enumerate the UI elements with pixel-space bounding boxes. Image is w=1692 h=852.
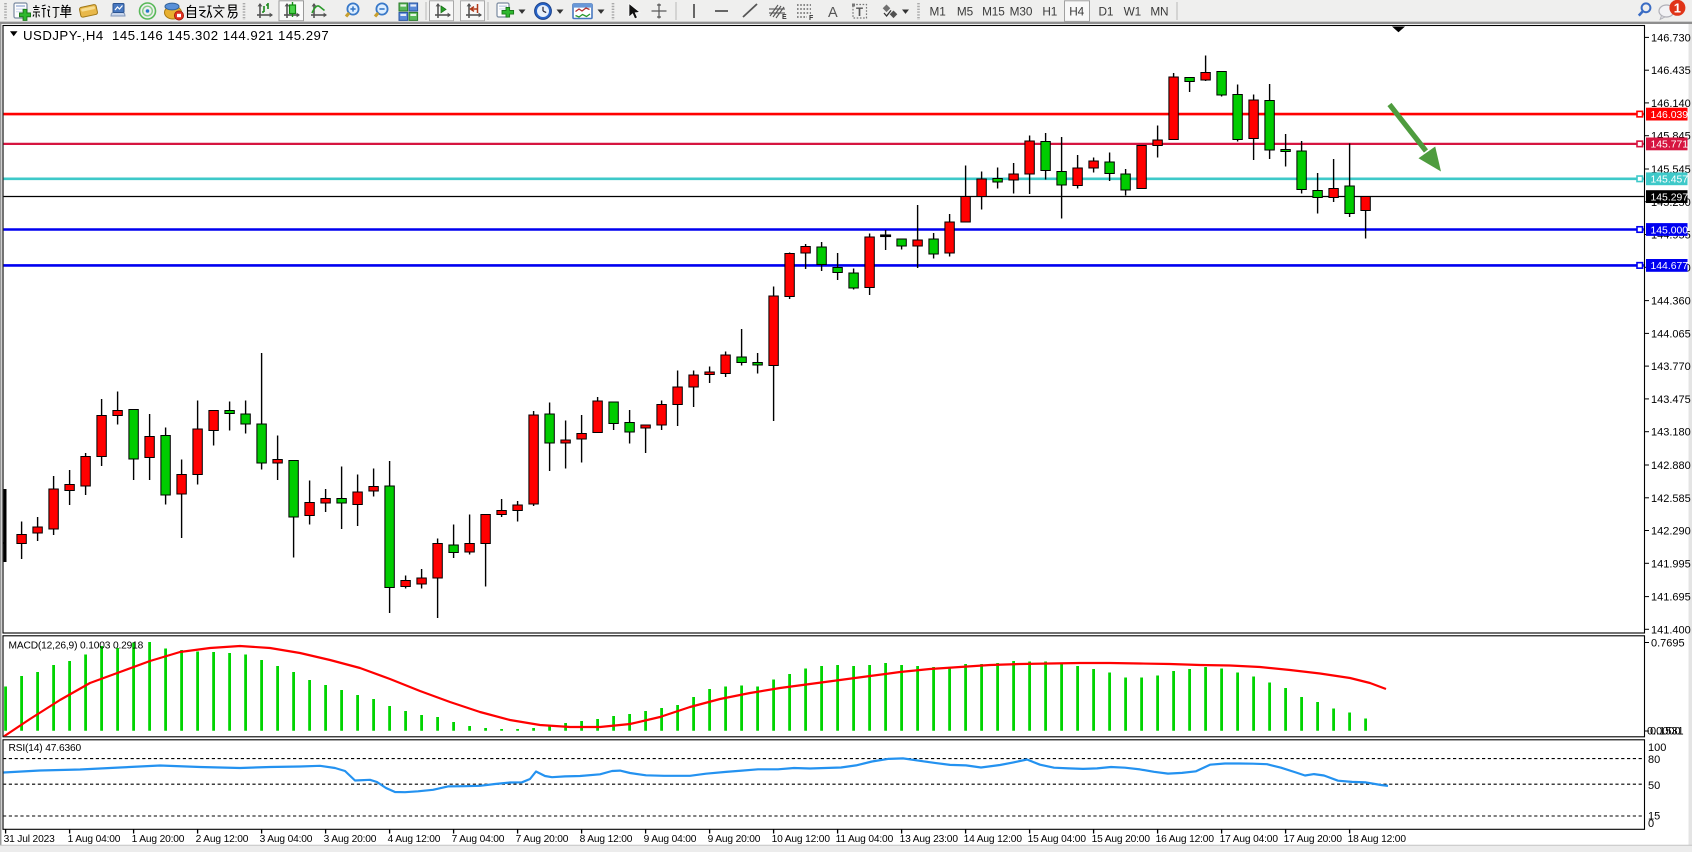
svg-text:D1: D1 (1098, 5, 1113, 19)
svg-text:145.297: 145.297 (1651, 192, 1689, 203)
svg-text:146.039: 146.039 (1651, 110, 1689, 121)
svg-text:9 Aug 04:00: 9 Aug 04:00 (644, 834, 697, 845)
svg-text:143.475: 143.475 (1651, 394, 1691, 406)
svg-text:1 Aug 04:00: 1 Aug 04:00 (68, 834, 121, 845)
svg-text:17 Aug 20:00: 17 Aug 20:00 (1284, 834, 1343, 845)
svg-text:RSI(14) 47.6360: RSI(14) 47.6360 (9, 743, 82, 754)
svg-text:E: E (782, 14, 787, 21)
svg-text:144.065: 144.065 (1651, 328, 1691, 340)
svg-text:3 Aug 20:00: 3 Aug 20:00 (324, 834, 377, 845)
svg-text:144.360: 144.360 (1651, 296, 1691, 308)
svg-text:M30: M30 (1010, 5, 1033, 19)
svg-text:0.0000: 0.0000 (1647, 726, 1681, 738)
svg-text:15 Aug 04:00: 15 Aug 04:00 (1028, 834, 1087, 845)
svg-text:M5: M5 (957, 5, 974, 19)
svg-text:142.290: 142.290 (1651, 526, 1691, 538)
svg-text:MACD(12,26,9) 0.1003 0.2918: MACD(12,26,9) 0.1003 0.2918 (9, 641, 144, 652)
svg-text:H1: H1 (1042, 5, 1057, 19)
svg-text:A: A (828, 5, 838, 21)
svg-text:17 Aug 04:00: 17 Aug 04:00 (1220, 834, 1279, 845)
svg-text:142.880: 142.880 (1651, 460, 1691, 472)
svg-text:3 Aug 04:00: 3 Aug 04:00 (260, 834, 313, 845)
svg-text:1: 1 (1674, 0, 1681, 15)
svg-text:141.400: 141.400 (1651, 624, 1691, 636)
svg-text:142.585: 142.585 (1651, 493, 1691, 505)
svg-text:7 Aug 04:00: 7 Aug 04:00 (452, 834, 505, 845)
svg-text:31 Jul 2023: 31 Jul 2023 (4, 834, 56, 845)
svg-text:141.695: 141.695 (1651, 592, 1691, 604)
svg-text:10 Aug 12:00: 10 Aug 12:00 (772, 834, 831, 845)
svg-text:141.995: 141.995 (1651, 558, 1691, 570)
svg-text:MN: MN (1150, 5, 1168, 19)
svg-text:146.730: 146.730 (1651, 32, 1691, 44)
svg-text:USDJPY-,H4 145.146 145.302 14: USDJPY-,H4 145.146 145.302 144.921 145.2… (23, 28, 329, 43)
svg-text:M15: M15 (982, 5, 1005, 19)
svg-text:146.435: 146.435 (1651, 65, 1691, 77)
svg-text:143.770: 143.770 (1651, 361, 1691, 373)
svg-text:0.1531: 0.1531 (1650, 726, 1684, 738)
svg-text:W1: W1 (1124, 5, 1142, 19)
svg-text:0.7695: 0.7695 (1651, 638, 1685, 650)
svg-text:145.771: 145.771 (1651, 140, 1689, 151)
svg-text:145.457: 145.457 (1651, 175, 1689, 186)
svg-text:T: T (856, 7, 863, 19)
svg-text:100: 100 (1648, 742, 1666, 754)
svg-text:8 Aug 12:00: 8 Aug 12:00 (580, 834, 633, 845)
svg-text:9 Aug 20:00: 9 Aug 20:00 (708, 834, 761, 845)
svg-text:F: F (809, 15, 814, 22)
svg-text:15 Aug 20:00: 15 Aug 20:00 (1092, 834, 1151, 845)
svg-text:145.000: 145.000 (1651, 225, 1689, 236)
svg-text:15: 15 (1648, 811, 1660, 823)
svg-text:7 Aug 20:00: 7 Aug 20:00 (516, 834, 569, 845)
svg-text:146.140: 146.140 (1651, 98, 1691, 110)
svg-text:1 Aug 20:00: 1 Aug 20:00 (132, 834, 185, 845)
svg-text:16 Aug 12:00: 16 Aug 12:00 (1156, 834, 1215, 845)
svg-text:143.180: 143.180 (1651, 427, 1691, 439)
svg-text:18 Aug 12:00: 18 Aug 12:00 (1348, 834, 1407, 845)
svg-text:50: 50 (1648, 780, 1660, 792)
svg-text:11 Aug 04:00: 11 Aug 04:00 (836, 834, 894, 845)
svg-text:0: 0 (1648, 818, 1654, 830)
svg-text:2 Aug 12:00: 2 Aug 12:00 (196, 834, 249, 845)
svg-text:144.677: 144.677 (1651, 261, 1689, 272)
svg-text:4 Aug 12:00: 4 Aug 12:00 (388, 834, 441, 845)
svg-text:14 Aug 12:00: 14 Aug 12:00 (964, 834, 1023, 845)
svg-text:13 Aug 23:00: 13 Aug 23:00 (900, 834, 959, 845)
svg-text:H4: H4 (1069, 5, 1084, 19)
svg-text:80: 80 (1648, 754, 1660, 766)
svg-text:M1: M1 (929, 5, 945, 19)
